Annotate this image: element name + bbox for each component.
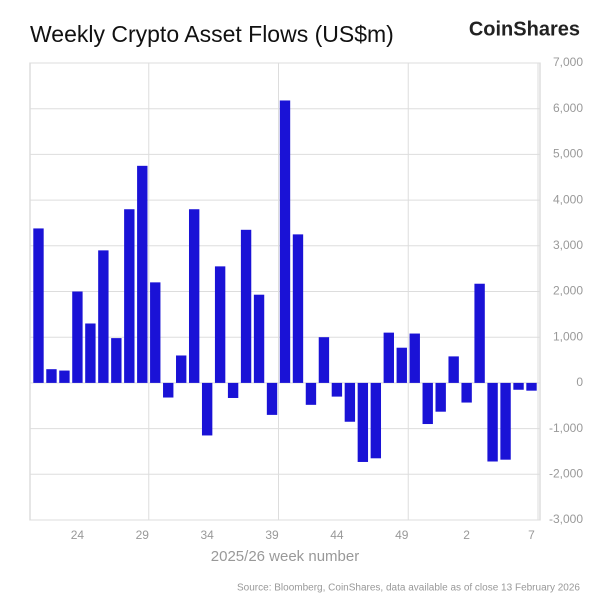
bar [176, 355, 187, 383]
y-tick-label: 7,000 [553, 55, 583, 69]
bar [59, 370, 70, 383]
x-tick-label: 44 [330, 528, 344, 542]
brand-logo: CoinShares [469, 18, 580, 40]
bar [331, 382, 343, 397]
x-tick-label: 24 [71, 528, 85, 542]
bar [266, 382, 278, 415]
bar [188, 209, 200, 383]
bar [124, 209, 135, 383]
bar [318, 337, 330, 383]
bar [370, 382, 382, 459]
x-tick-label: 34 [200, 528, 214, 542]
bar [227, 382, 239, 398]
bar [214, 266, 226, 383]
bar [240, 229, 252, 383]
y-tick-label: 2,000 [553, 284, 583, 298]
y-tick-label: 0 [576, 375, 583, 389]
y-tick-label: 3,000 [553, 238, 583, 252]
x-tick-label: 7 [528, 528, 535, 542]
bar [474, 283, 485, 383]
bar [383, 332, 394, 383]
bar [435, 382, 446, 412]
bar [85, 323, 96, 383]
bar [201, 382, 213, 436]
bar [344, 382, 356, 422]
bar [33, 228, 44, 383]
bar [292, 234, 304, 383]
x-axis-label: 2025/26 week number [211, 548, 359, 565]
y-tick-label: -2,000 [549, 466, 583, 480]
bar [500, 382, 511, 460]
x-tick-label: 49 [395, 528, 409, 542]
y-tick-label: 6,000 [553, 101, 583, 115]
bar [526, 382, 537, 391]
chart-title: Weekly Crypto Asset Flows (US$m) [30, 21, 394, 47]
bar [422, 382, 433, 425]
bar [72, 291, 83, 383]
bar [409, 333, 420, 383]
bar [305, 382, 317, 405]
y-tick-label: -3,000 [549, 512, 583, 526]
bar [279, 100, 291, 383]
bar [357, 382, 369, 462]
bar [111, 338, 122, 383]
bar [137, 165, 148, 383]
bar [487, 382, 498, 462]
x-tick-label: 39 [265, 528, 279, 542]
y-tick-label: 4,000 [553, 192, 583, 206]
y-tick-label: 5,000 [553, 147, 583, 161]
bar [461, 382, 472, 403]
bar [98, 250, 109, 383]
bar [150, 282, 161, 383]
x-tick-label: 2 [463, 528, 470, 542]
bar [46, 369, 57, 383]
y-tick-label: -1,000 [549, 421, 583, 435]
y-tick-label: 1,000 [553, 329, 583, 343]
bar [396, 347, 407, 383]
x-tick-label: 29 [136, 528, 150, 542]
bar [253, 294, 265, 383]
bar [163, 382, 174, 398]
bar [448, 356, 459, 383]
source-note: Source: Bloomberg, CoinShares, data avai… [237, 583, 580, 594]
bar [513, 382, 524, 390]
